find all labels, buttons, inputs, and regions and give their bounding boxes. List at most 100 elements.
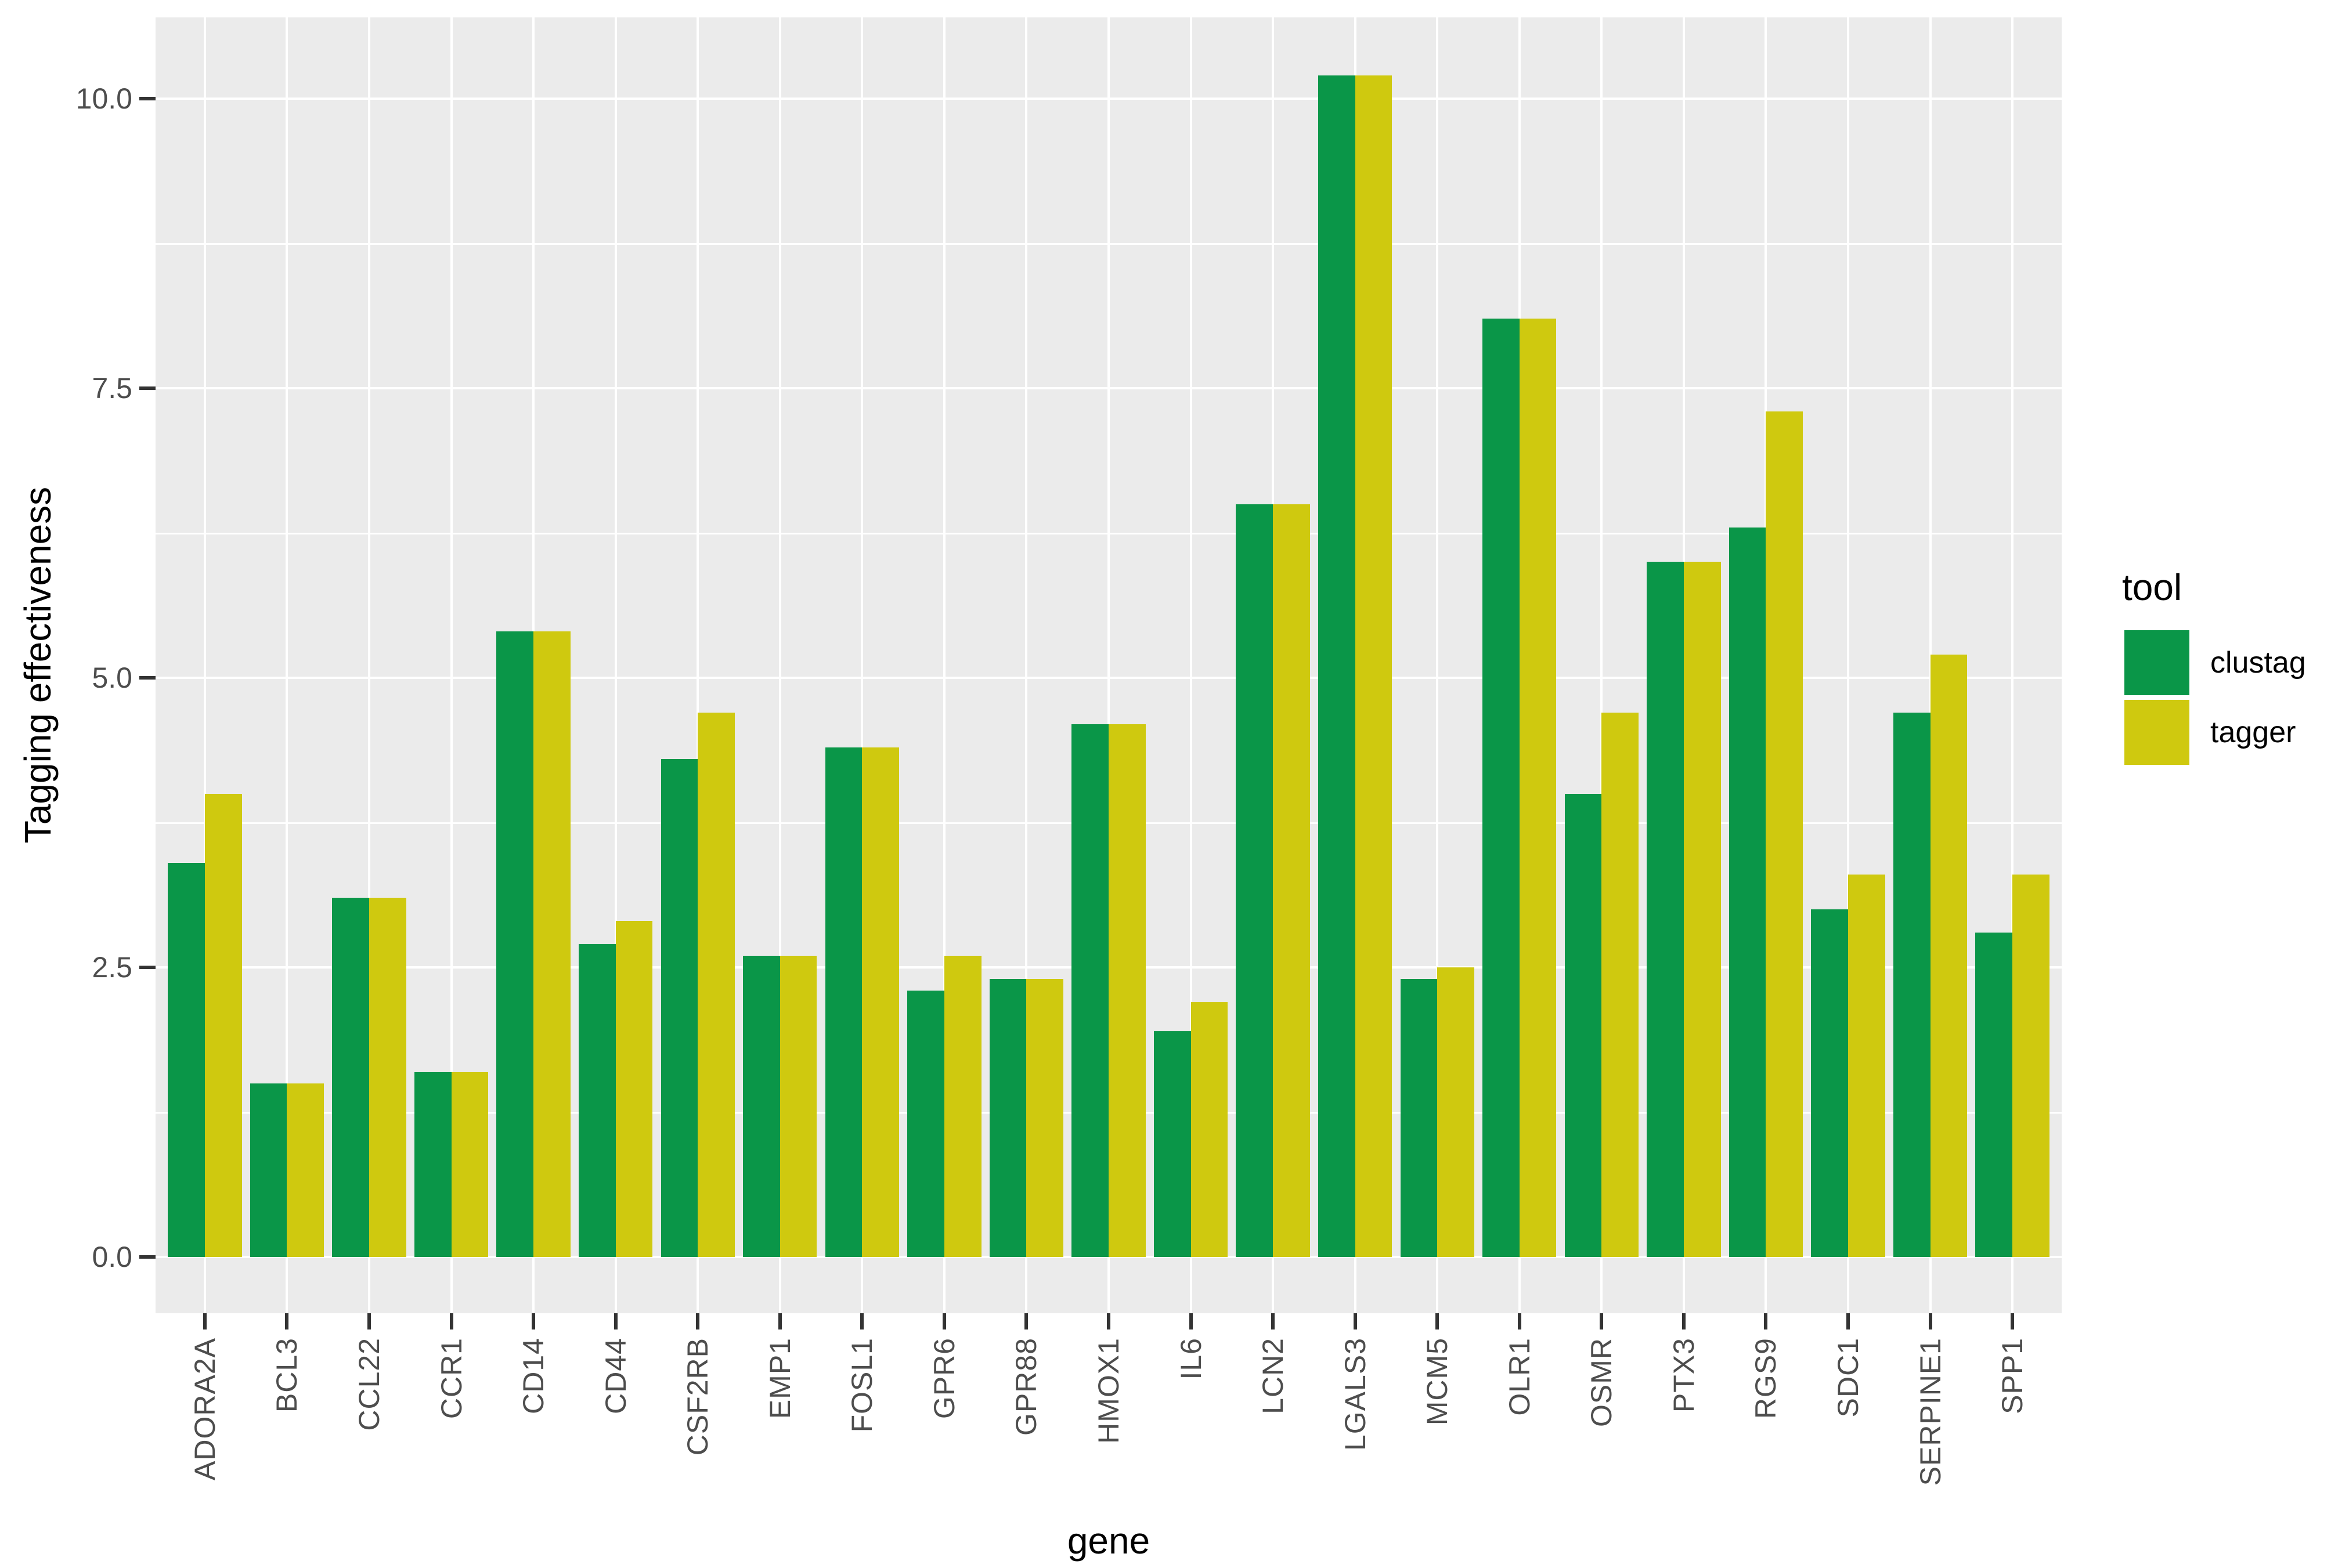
gridline-vertical-CD44: [614, 17, 617, 1313]
y-tick-10: [139, 97, 156, 100]
y-axis-title: Tagging effectiveness: [17, 486, 59, 844]
bar-tagger-RGS9: [1766, 411, 1803, 1257]
legend-label-clustag: clustag: [2210, 646, 2306, 680]
bar-tagger-SERPINE1: [1930, 655, 1968, 1257]
x-tick-label-OLR1: OLR1: [1503, 1338, 1536, 1416]
bar-tagger-CD14: [533, 631, 571, 1257]
bar-clustag-SPP1: [1975, 933, 2013, 1257]
gridline-vertical-IL6: [1189, 17, 1192, 1313]
gridline-major-5: [156, 677, 2062, 679]
y-tick-label-5.0: 5.0: [92, 662, 132, 694]
x-tick-label-EMP1: EMP1: [763, 1338, 796, 1419]
gridline-vertical-FOSL1: [861, 17, 864, 1313]
bar-clustag-SDC1: [1811, 909, 1848, 1257]
bar-tagger-CD44: [615, 921, 653, 1257]
x-tick-label-HMOX1: HMOX1: [1092, 1338, 1125, 1444]
x-tick-label-LCN2: LCN2: [1257, 1338, 1290, 1414]
x-tick-OLR1: [1517, 1313, 1521, 1329]
x-tick-GPR88: [1024, 1313, 1029, 1329]
y-tick-label-0.0: 0.0: [92, 1241, 132, 1273]
bar-clustag-GPR6: [907, 990, 944, 1257]
y-tick-7.5: [139, 386, 156, 390]
bar-clustag-PTX3: [1647, 562, 1684, 1257]
bar-clustag-CCL22: [332, 898, 370, 1257]
bar-clustag-FOSL1: [825, 747, 863, 1257]
bar-clustag-HMOX1: [1071, 724, 1109, 1257]
gridline-vertical-GPR6: [943, 17, 946, 1313]
x-tick-label-ADORA2A: ADORA2A: [188, 1338, 221, 1480]
gridline-vertical-CSF2RB: [697, 17, 699, 1313]
bar-clustag-GPR88: [989, 978, 1027, 1257]
bar-clustag-OSMR: [1564, 793, 1602, 1257]
bar-tagger-SPP1: [2012, 875, 2049, 1257]
gridline-major-0: [156, 1256, 2062, 1258]
x-tick-RGS9: [1764, 1313, 1768, 1329]
bar-tagger-GPR88: [1026, 978, 1064, 1257]
legend-swatch-clustag: [2124, 630, 2189, 695]
bar-clustag-SERPINE1: [1893, 712, 1931, 1257]
x-tick-label-CD44: CD44: [599, 1338, 632, 1414]
gridline-vertical-GPR88: [1025, 17, 1028, 1313]
bar-clustag-CSF2RB: [661, 758, 698, 1257]
x-tick-CD14: [532, 1313, 536, 1329]
bar-tagger-CSF2RB: [698, 712, 735, 1257]
legend-swatch-tagger: [2124, 700, 2189, 765]
x-tick-FOSL1: [860, 1313, 864, 1329]
bar-tagger-SDC1: [1848, 875, 1885, 1257]
x-tick-SDC1: [1846, 1313, 1850, 1329]
gridline-vertical-CCL22: [368, 17, 371, 1313]
y-tick-label-7.5: 7.5: [92, 372, 132, 404]
bar-tagger-FOSL1: [862, 747, 900, 1257]
x-tick-GPR6: [942, 1313, 946, 1329]
gridline-vertical-CCR1: [450, 17, 453, 1313]
x-tick-label-PTX3: PTX3: [1667, 1338, 1700, 1413]
bar-tagger-PTX3: [1683, 562, 1721, 1257]
bar-tagger-CCL22: [369, 898, 406, 1257]
gridline-vertical-HMOX1: [1107, 17, 1110, 1313]
bar-clustag-ADORA2A: [168, 863, 205, 1257]
bar-tagger-GPR6: [944, 956, 982, 1257]
gridline-vertical-BCL3: [286, 17, 288, 1313]
x-tick-CD44: [614, 1313, 618, 1329]
gridline-vertical-ADORA2A: [203, 17, 206, 1313]
bar-tagger-BCL3: [287, 1083, 324, 1257]
legend-title: tool: [2122, 566, 2182, 608]
bar-tagger-LGALS3: [1355, 75, 1392, 1257]
x-tick-CCL22: [367, 1313, 371, 1329]
bar-tagger-ADORA2A: [204, 793, 242, 1257]
bar-clustag-LCN2: [1236, 504, 1273, 1257]
bar-clustag-RGS9: [1729, 527, 1766, 1257]
gridline-major-7.5: [156, 387, 2062, 389]
bar-clustag-CCR1: [414, 1071, 452, 1257]
bar-tagger-OLR1: [1519, 319, 1557, 1257]
x-tick-SPP1: [2011, 1313, 2015, 1329]
x-tick-BCL3: [285, 1313, 289, 1329]
bar-tagger-HMOX1: [1109, 724, 1146, 1257]
x-tick-label-SDC1: SDC1: [1831, 1338, 1864, 1418]
y-tick-label-10.0: 10.0: [75, 82, 132, 115]
x-tick-SERPINE1: [1928, 1313, 1932, 1329]
x-tick-LGALS3: [1353, 1313, 1357, 1329]
gridline-vertical-OSMR: [1600, 17, 1603, 1313]
x-tick-LCN2: [1271, 1313, 1275, 1329]
y-tick-5: [139, 676, 156, 680]
x-tick-label-LGALS3: LGALS3: [1338, 1338, 1372, 1451]
x-tick-label-OSMR: OSMR: [1585, 1338, 1618, 1427]
x-tick-label-CCR1: CCR1: [435, 1338, 468, 1419]
x-tick-label-CSF2RB: CSF2RB: [681, 1338, 715, 1456]
gridline-vertical-SDC1: [1846, 17, 1849, 1313]
x-tick-ADORA2A: [203, 1313, 207, 1329]
bar-clustag-CD44: [578, 944, 616, 1257]
bar-tagger-OSMR: [1601, 712, 1639, 1257]
x-tick-label-SPP1: SPP1: [1996, 1338, 2029, 1414]
gridline-vertical-MCM5: [1436, 17, 1439, 1313]
x-tick-MCM5: [1435, 1313, 1439, 1329]
bar-clustag-EMP1: [743, 956, 780, 1257]
x-tick-HMOX1: [1107, 1313, 1110, 1329]
x-tick-label-GPR6: GPR6: [928, 1338, 961, 1419]
gridline-minor-6.25: [156, 532, 2062, 534]
x-tick-IL6: [1189, 1313, 1193, 1329]
bar-clustag-IL6: [1153, 1031, 1191, 1257]
x-tick-OSMR: [1600, 1313, 1604, 1329]
